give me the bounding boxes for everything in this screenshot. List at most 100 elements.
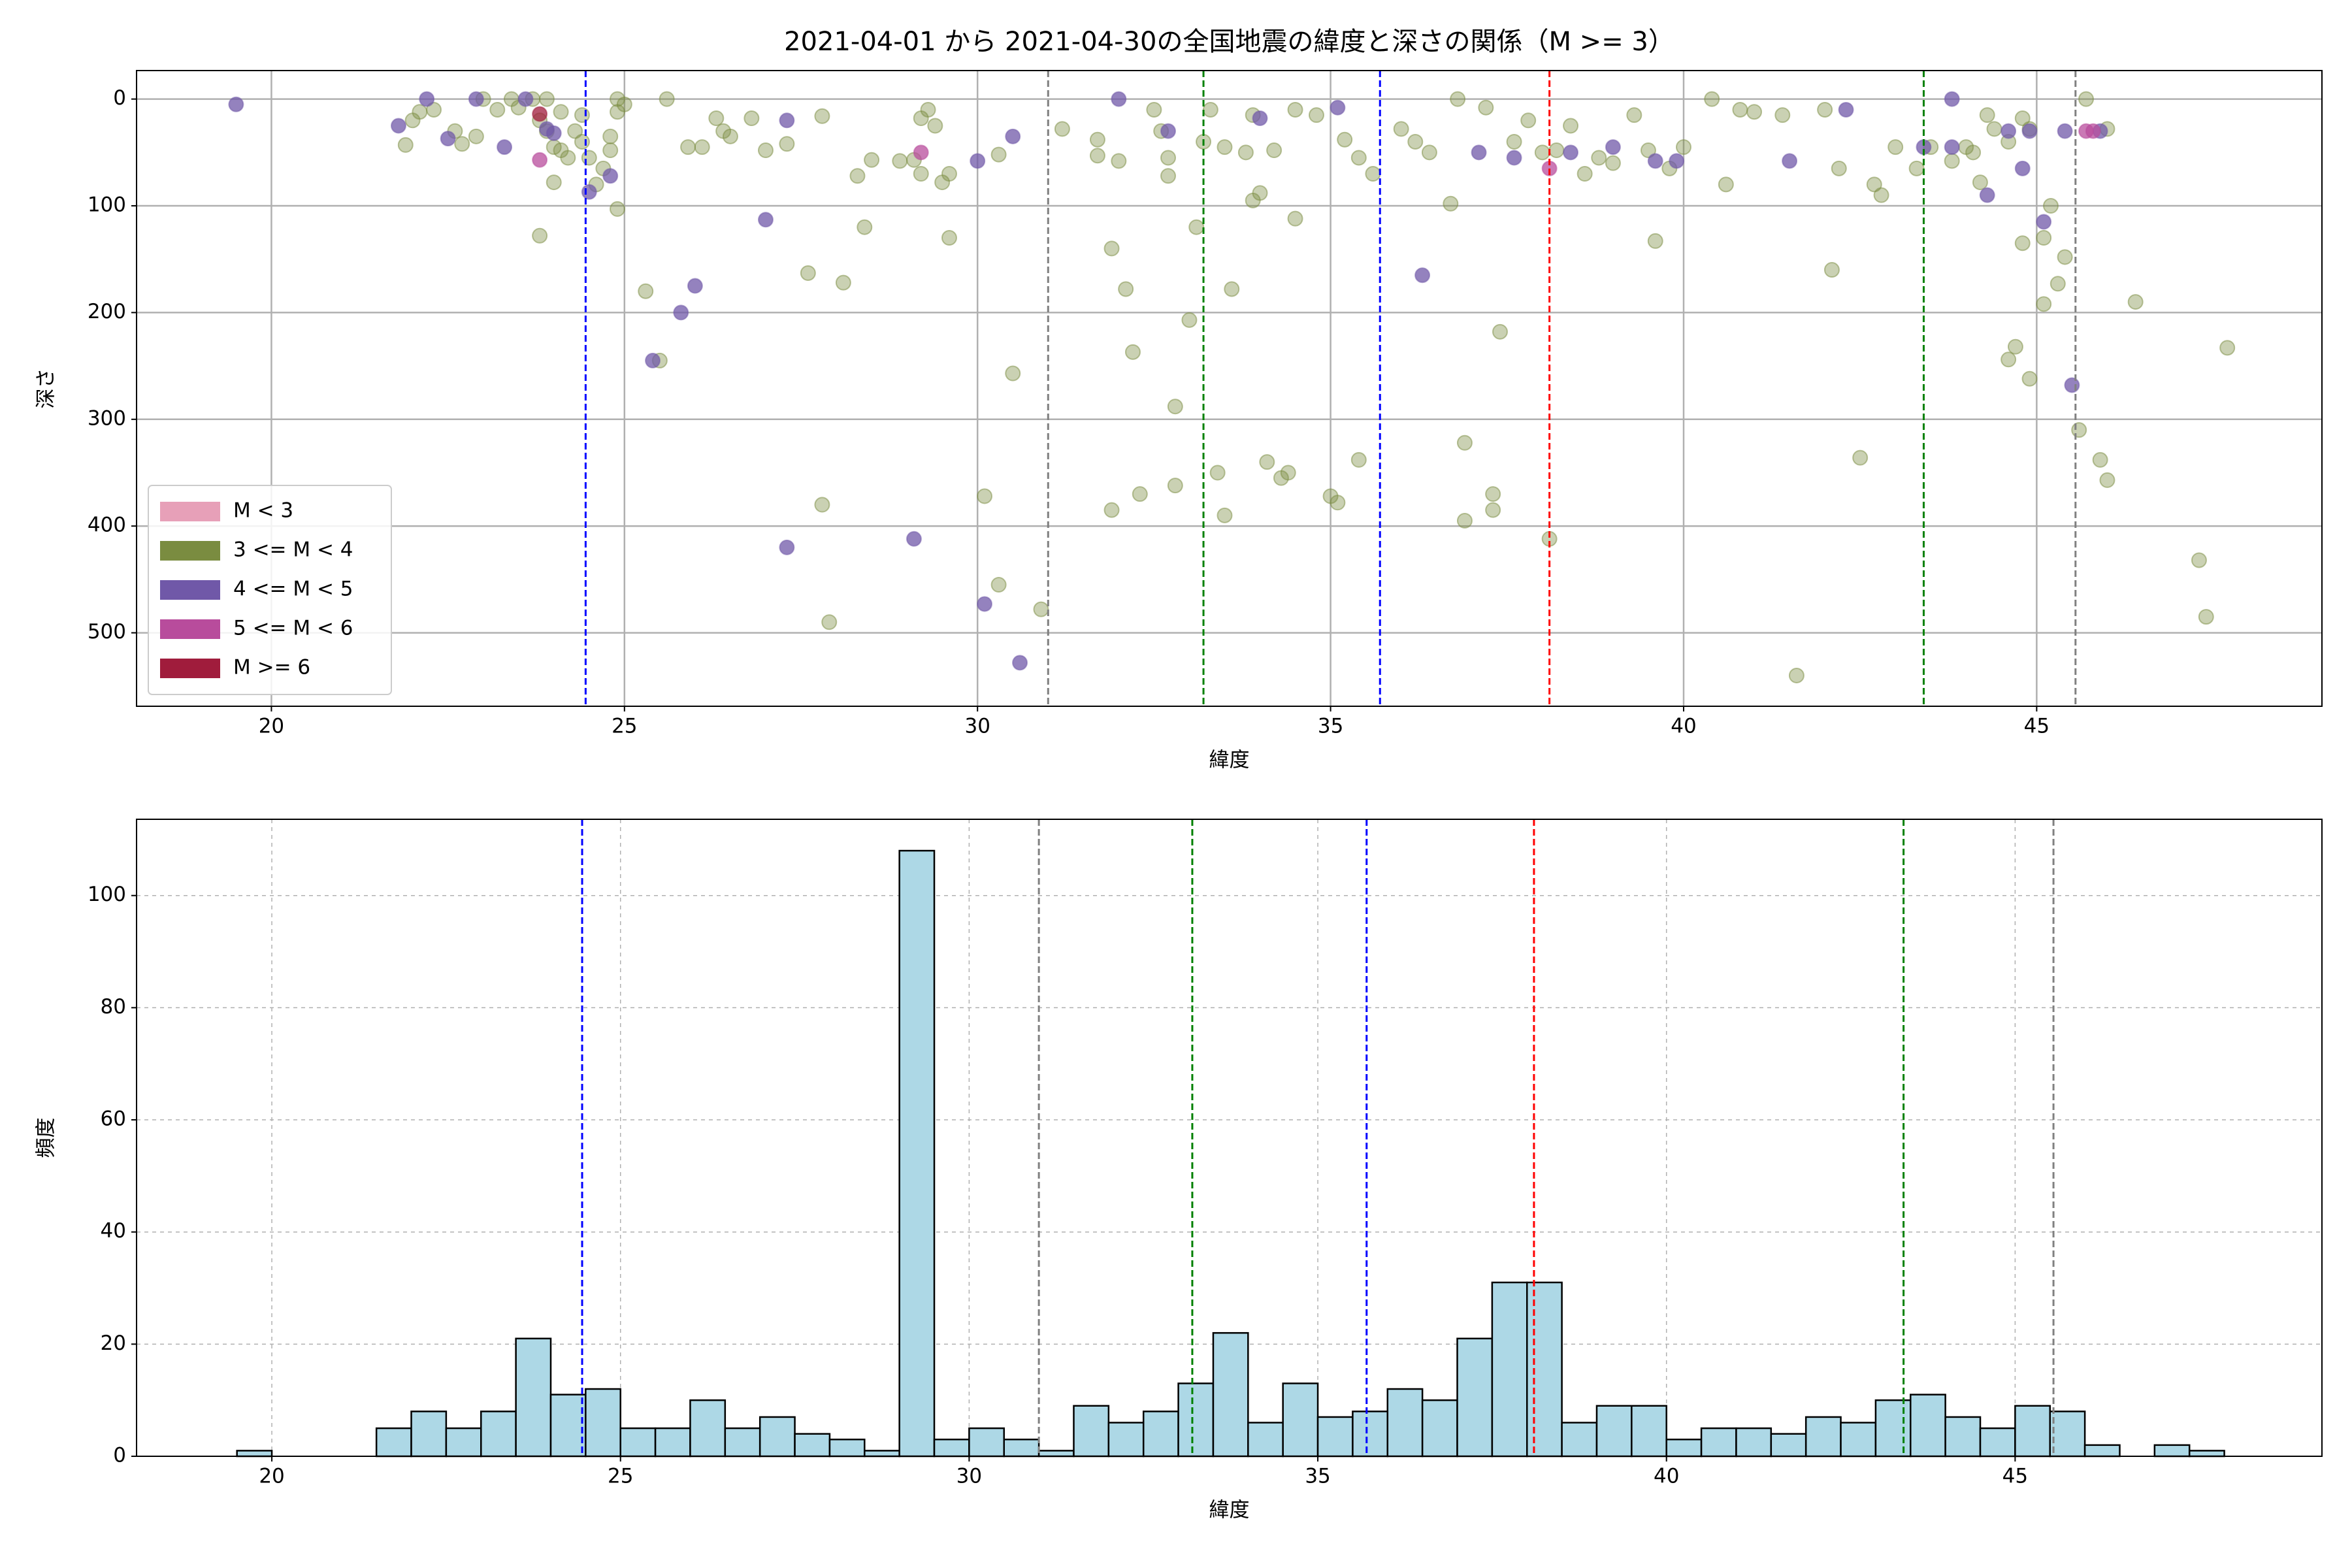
bar	[2083, 1444, 2121, 1458]
point	[1944, 91, 1960, 107]
point	[2127, 294, 2144, 310]
point	[1908, 160, 1925, 176]
legend: M < 3 3 <= M < 4 4 <= M < 5 5 <= M < 6 M >= …	[148, 485, 392, 695]
point	[2014, 160, 2031, 176]
point	[892, 153, 908, 169]
point	[687, 278, 703, 294]
y-tick-label: 20	[101, 1331, 126, 1355]
point	[1252, 185, 1268, 201]
y-tick-label: 400	[88, 514, 126, 537]
point	[426, 101, 442, 118]
x-tick-label: 25	[608, 1465, 633, 1488]
bar	[1735, 1427, 1772, 1458]
bar	[1421, 1399, 1458, 1458]
bar	[549, 1394, 587, 1458]
point	[610, 104, 626, 120]
point	[2057, 123, 2073, 139]
point	[1111, 153, 1127, 169]
point	[2014, 235, 2031, 252]
point	[1704, 91, 1720, 107]
point	[1393, 121, 1409, 137]
bar	[1944, 1416, 1982, 1458]
x-tick-label: 35	[1305, 1465, 1330, 1488]
bar	[2188, 1450, 2225, 1458]
point	[1217, 507, 1233, 523]
point	[1033, 601, 1049, 617]
point	[680, 139, 696, 155]
y-tick-label: 300	[88, 406, 126, 430]
plot-frame	[136, 70, 2323, 707]
point	[1831, 160, 1847, 176]
point	[567, 123, 583, 139]
x-tick-label: 20	[259, 715, 284, 738]
point	[800, 265, 816, 281]
y-tick-label: 200	[88, 300, 126, 323]
point	[1287, 210, 1303, 227]
point	[659, 91, 675, 107]
point	[638, 283, 654, 299]
point	[927, 118, 943, 134]
point	[1330, 99, 1346, 116]
plot-frame	[136, 819, 2323, 1457]
point	[1979, 187, 1995, 203]
x-tick-label: 20	[259, 1465, 284, 1488]
bar	[1316, 1416, 1354, 1458]
x-tick-label: 30	[964, 715, 990, 738]
point	[1414, 267, 1431, 284]
point	[2219, 340, 2236, 356]
bar	[480, 1411, 517, 1458]
point	[779, 136, 795, 152]
bar	[1700, 1427, 1737, 1458]
point	[821, 614, 838, 630]
point	[1280, 465, 1296, 481]
point	[1132, 486, 1148, 502]
bar	[759, 1416, 796, 1458]
legend-label: M < 3	[233, 499, 293, 523]
point	[1118, 281, 1134, 297]
point	[1873, 187, 1889, 203]
legend-swatch	[160, 541, 220, 561]
bar	[828, 1439, 866, 1458]
point	[1252, 110, 1268, 127]
point	[1005, 128, 1021, 144]
bar	[1073, 1405, 1110, 1458]
bar	[2014, 1405, 2051, 1458]
point	[913, 144, 929, 161]
point	[2042, 198, 2059, 214]
point	[581, 184, 597, 200]
point	[2078, 91, 2095, 107]
point	[2014, 110, 2031, 127]
bar	[410, 1411, 448, 1458]
point	[2036, 214, 2052, 230]
bar	[1665, 1439, 1703, 1458]
point	[1732, 101, 1748, 118]
point	[1089, 148, 1105, 164]
bar	[1805, 1416, 1842, 1458]
x-tick-label: 30	[956, 1465, 982, 1488]
point	[1287, 101, 1303, 118]
point	[468, 91, 484, 107]
point	[546, 125, 562, 141]
point	[581, 150, 597, 166]
point	[970, 153, 986, 169]
point	[228, 96, 244, 112]
bar	[1595, 1405, 1633, 1458]
bar	[1491, 1281, 1528, 1458]
bar	[515, 1337, 552, 1458]
point	[1456, 513, 1473, 529]
point	[1478, 99, 1494, 116]
point	[2099, 472, 2115, 488]
point	[1838, 101, 1854, 118]
point	[1005, 365, 1021, 382]
bar	[1840, 1422, 1877, 1458]
point	[814, 497, 830, 513]
point	[2036, 296, 2052, 312]
point	[1669, 153, 1685, 169]
point	[602, 168, 619, 184]
bar	[933, 1439, 970, 1458]
bar	[1003, 1439, 1040, 1458]
x-tick-label: 45	[2002, 1465, 2028, 1488]
point	[1421, 144, 1437, 161]
bar	[794, 1433, 831, 1458]
